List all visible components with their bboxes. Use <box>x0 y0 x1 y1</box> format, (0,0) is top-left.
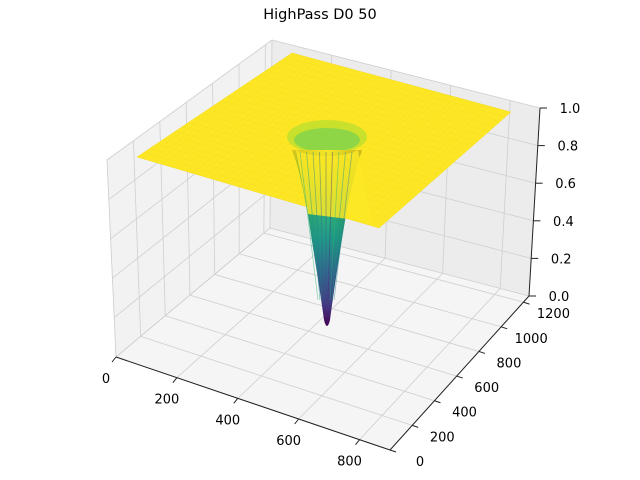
x-tick <box>172 377 178 383</box>
grid-line-y <box>239 253 502 328</box>
chart-title: HighPass D0 50 <box>263 7 377 23</box>
grid-line-z <box>271 39 541 109</box>
y-tick <box>523 301 530 305</box>
grid-line-x <box>176 242 328 378</box>
funnel-facet <box>319 151 325 301</box>
x-tick <box>294 418 300 425</box>
x-tick-label: 600 <box>276 434 301 449</box>
funnel-facet <box>327 151 333 301</box>
x-tick <box>355 439 360 445</box>
z-tick-label: 1.0 <box>560 102 581 117</box>
y-tick-label: 200 <box>430 430 455 445</box>
x-tick-label: 800 <box>337 455 362 470</box>
grid-line-y-back <box>106 159 117 358</box>
x-tick-label: 400 <box>215 413 240 428</box>
funnel-opening <box>294 128 360 152</box>
grid-line-y <box>214 274 480 352</box>
y-tick-label: 600 <box>474 381 499 396</box>
x-tick <box>111 356 117 363</box>
grid-line-y-back <box>133 140 142 337</box>
z-tick-label: 0.0 <box>549 290 570 305</box>
mesh-line <box>240 87 468 151</box>
grid-line-y <box>165 315 435 402</box>
x-tick-label: 0 <box>102 372 110 387</box>
y-tick <box>478 350 486 354</box>
mesh-line <box>272 65 495 127</box>
funnel-facet <box>331 151 346 301</box>
funnel-facet <box>312 151 323 301</box>
grid-line-z-left <box>113 190 271 318</box>
grid-line-z-left <box>115 227 271 358</box>
z-tick-label: 0.2 <box>551 252 572 267</box>
funnel-facet <box>333 151 353 301</box>
funnel-plateau-front <box>296 150 372 222</box>
x-axis-line <box>115 356 391 451</box>
grid-line-y <box>189 294 457 377</box>
y-tick <box>412 424 419 428</box>
mesh-line <box>259 74 484 137</box>
y-tick <box>434 400 441 404</box>
axis-ticks <box>111 107 547 453</box>
y-tick-label: 800 <box>497 356 522 371</box>
tick-labels: 0 200 400 600 800 0 200 400 600 800 1000 1200 0.0 0.2… <box>102 102 580 470</box>
grid-line-x <box>298 273 443 420</box>
grid-line-x <box>237 257 386 399</box>
grid-line-x <box>359 288 501 440</box>
mesh-line <box>169 135 407 204</box>
y-tick <box>389 449 397 453</box>
funnel-facet <box>299 151 319 301</box>
y-axis-line <box>389 295 530 451</box>
y-tick <box>501 326 508 330</box>
z-axis-line <box>528 107 541 297</box>
surface-mesh <box>142 54 506 227</box>
y-tick-label: 1000 <box>515 332 548 347</box>
grid-line-x-back <box>499 100 511 289</box>
grid-line-y <box>140 335 413 426</box>
y-tick <box>456 375 463 379</box>
mesh-line <box>285 57 506 117</box>
mesh-line <box>246 83 473 146</box>
z-tick-label: 0.4 <box>553 215 574 230</box>
grid-line-y <box>263 232 524 303</box>
y-tick-label: 400 <box>452 406 477 421</box>
grid-line-z-left <box>106 39 273 161</box>
funnel-facet <box>329 151 340 301</box>
z-tick-label: 0.8 <box>557 140 578 155</box>
x-tick-label: 200 <box>154 393 179 408</box>
mesh-line <box>253 78 479 142</box>
funnel-facets <box>299 151 353 301</box>
mesh-line <box>266 70 490 132</box>
x-tick <box>233 398 239 404</box>
y-tick-label: 1200 <box>537 307 570 322</box>
z-tick-label: 0.6 <box>555 177 576 192</box>
y-tick-label: 0 <box>416 455 424 470</box>
mesh-line <box>175 130 413 200</box>
mesh-line <box>279 61 501 122</box>
funnel-facet <box>306 151 321 301</box>
